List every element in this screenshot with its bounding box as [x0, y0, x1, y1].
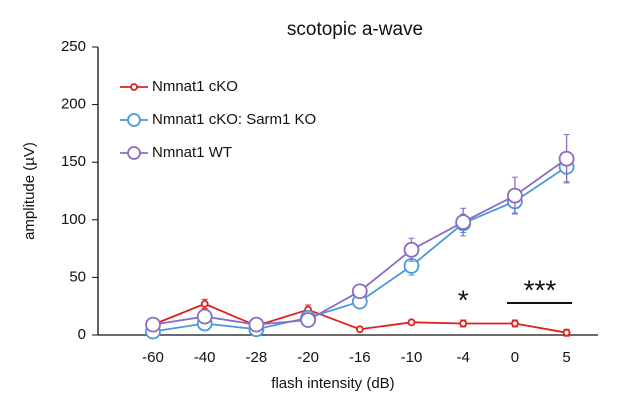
marker	[407, 318, 416, 327]
x-tick-label: -28	[246, 349, 268, 366]
marker	[455, 214, 472, 231]
marker	[403, 241, 420, 258]
x-tick-label: -10	[401, 349, 423, 366]
x-tick-label: -20	[297, 349, 319, 366]
y-axis-label: amplitude (µV)	[21, 142, 38, 240]
y-tick-label: 200	[61, 96, 86, 113]
legend-label: Nmnat1 WT	[152, 144, 232, 161]
annotation: ***	[524, 274, 557, 305]
marker	[248, 316, 265, 333]
x-tick-label: 5	[562, 349, 570, 366]
legend-marker	[127, 113, 141, 127]
x-tick-label: -60	[142, 349, 164, 366]
marker	[196, 308, 213, 325]
marker	[351, 283, 368, 300]
marker	[562, 328, 571, 337]
x-tick-label: -4	[457, 349, 470, 366]
x-axis-label: flash intensity (dB)	[271, 375, 394, 392]
marker	[145, 316, 161, 333]
marker	[300, 312, 317, 328]
x-tick-label: -16	[349, 349, 371, 366]
marker	[355, 325, 364, 334]
marker	[507, 187, 523, 204]
x-tick-label: 0	[511, 349, 519, 366]
marker	[200, 299, 209, 308]
legend-label: Nmnat1 cKO: Sarm1 KO	[152, 111, 316, 128]
marker	[511, 319, 519, 328]
y-tick-label: 150	[61, 153, 86, 170]
y-tick-label: 100	[61, 211, 86, 228]
marker	[459, 319, 468, 328]
marker	[558, 150, 575, 167]
legend-marker	[130, 83, 138, 91]
y-tick-label: 250	[61, 38, 86, 55]
legend-label: Nmnat1 cKO	[152, 78, 238, 95]
y-tick-label: 50	[69, 268, 86, 285]
y-tick-label: 0	[78, 326, 86, 343]
annotation: *	[458, 284, 469, 315]
chart-title: scotopic a-wave	[287, 19, 423, 40]
x-tick-label: -40	[194, 349, 216, 366]
legend-marker	[127, 146, 141, 160]
